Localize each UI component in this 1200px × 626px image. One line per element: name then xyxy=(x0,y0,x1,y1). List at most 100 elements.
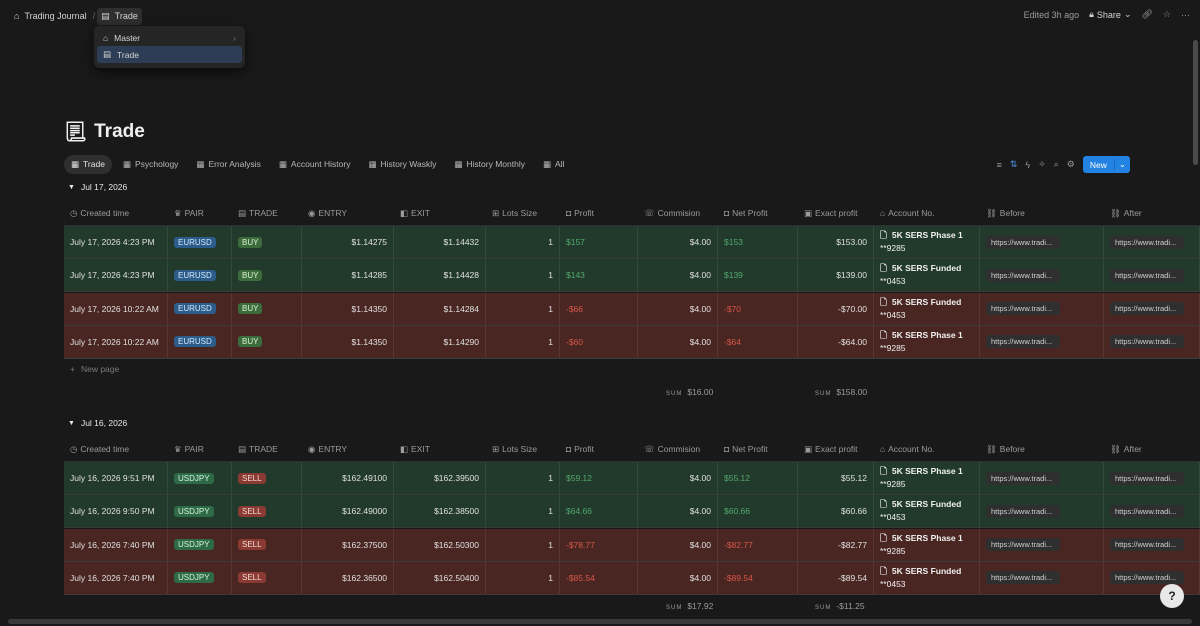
sum-exact-profit[interactable]: SUM -$11.25 xyxy=(815,601,865,611)
pair-tag[interactable]: USDJPY xyxy=(174,572,214,584)
table-cell[interactable]: -$70.00 xyxy=(798,292,874,325)
table-cell[interactable]: July 16, 2026 7:40 PM xyxy=(64,528,168,561)
table-row[interactable]: July 16, 2026 7:40 PM USDJPY SELL $162.3650… xyxy=(64,561,1200,595)
table-cell[interactable]: https://www.tradi... xyxy=(1104,292,1200,325)
column-header[interactable]: ▣ Exact profit xyxy=(798,201,874,225)
table-cell[interactable]: -$85.54 xyxy=(560,561,638,594)
account-link[interactable]: 🗋︎ 5K SERS Funded **0453 xyxy=(880,498,961,524)
table-cell[interactable]: 1 xyxy=(486,462,560,494)
after-link[interactable]: https://www.tradi... xyxy=(1110,538,1184,552)
column-header[interactable]: ◘ Net Profit xyxy=(718,437,798,461)
table-cell[interactable]: $4.00 xyxy=(638,561,718,594)
table-cell[interactable]: $139 xyxy=(718,259,798,292)
view-tab[interactable]: ▦ History Waskly xyxy=(361,155,443,174)
table-cell[interactable]: July 17, 2026 10:22 AM xyxy=(64,325,168,358)
table-cell[interactable]: -$78.77 xyxy=(560,528,638,561)
breadcrumb-current[interactable]: ▤ Trade xyxy=(97,7,142,25)
before-link[interactable]: https://www.tradi... xyxy=(986,538,1060,552)
table-cell[interactable]: -$66 xyxy=(560,292,638,325)
table-cell[interactable]: $1.14428 xyxy=(394,259,486,292)
table-cell[interactable]: https://www.tradi... xyxy=(1104,259,1200,292)
table-cell[interactable]: $162.37500 xyxy=(302,528,394,561)
table-cell[interactable]: July 17, 2026 10:22 AM xyxy=(64,292,168,325)
table-cell[interactable]: 🗋︎ 5K SERS Phase 1 **9285 xyxy=(874,528,980,561)
table-row[interactable]: July 17, 2026 4:23 PM EURUSD BUY $1.14285 $1… xyxy=(64,259,1200,293)
trade-tag[interactable]: BUY xyxy=(238,303,263,315)
table-cell[interactable]: $1.14350 xyxy=(302,325,394,358)
after-link[interactable]: https://www.tradi... xyxy=(1110,571,1184,585)
table-cell[interactable]: 🗋︎ 5K SERS Phase 1 **9285 xyxy=(874,226,980,258)
table-cell[interactable]: https://www.tradi... xyxy=(980,528,1104,561)
table-cell[interactable]: $162.50300 xyxy=(394,528,486,561)
share-button[interactable]: 🔒︎ Share ⌄ xyxy=(1089,9,1131,20)
table-cell[interactable]: 1 xyxy=(486,528,560,561)
table-cell[interactable]: https://www.tradi... xyxy=(1104,325,1200,358)
table-cell[interactable]: USDJPY xyxy=(168,462,232,494)
table-cell[interactable]: July 17, 2026 4:23 PM xyxy=(64,259,168,292)
new-button[interactable]: New ⌄ xyxy=(1082,156,1130,173)
column-header[interactable]: ⌂ Account No. xyxy=(874,437,980,461)
table-cell[interactable]: $4.00 xyxy=(638,462,718,494)
table-cell[interactable]: https://www.tradi... xyxy=(1104,495,1200,528)
table-cell[interactable]: $162.50400 xyxy=(394,561,486,594)
column-header[interactable]: ⌂ Account No. xyxy=(874,201,980,225)
before-link[interactable]: https://www.tradi... xyxy=(986,268,1060,282)
table-cell[interactable]: BUY xyxy=(232,325,302,358)
table-cell[interactable]: -$89.54 xyxy=(798,561,874,594)
table-cell[interactable]: 1 xyxy=(486,226,560,258)
column-header[interactable]: ◘ Net Profit xyxy=(718,201,798,225)
view-tab[interactable]: ▦ All xyxy=(536,155,571,174)
sum-profit[interactable]: SUM $17.92 xyxy=(666,601,713,611)
before-link[interactable]: https://www.tradi... xyxy=(986,235,1060,249)
after-link[interactable]: https://www.tradi... xyxy=(1110,504,1184,518)
table-row[interactable]: July 16, 2026 9:50 PM USDJPY SELL $162.4900… xyxy=(64,495,1200,529)
table-cell[interactable]: 🗋︎ 5K SERS Funded **0453 xyxy=(874,495,980,528)
table-cell[interactable]: -$60 xyxy=(560,325,638,358)
table-cell[interactable]: 1 xyxy=(486,325,560,358)
table-cell[interactable]: $162.39500 xyxy=(394,462,486,494)
table-cell[interactable]: $143 xyxy=(560,259,638,292)
table-cell[interactable]: -$70 xyxy=(718,292,798,325)
link-icon[interactable]: 🔗︎ xyxy=(1141,9,1153,19)
table-cell[interactable]: $60.66 xyxy=(718,495,798,528)
table-cell[interactable]: EURUSD xyxy=(168,259,232,292)
lightning-icon[interactable]: ϟ xyxy=(1025,159,1031,170)
table-cell[interactable]: $59.12 xyxy=(560,462,638,494)
pair-tag[interactable]: EURUSD xyxy=(174,336,216,348)
table-cell[interactable]: https://www.tradi... xyxy=(980,462,1104,494)
table-cell[interactable]: $4.00 xyxy=(638,292,718,325)
column-header[interactable]: ◷ Created time xyxy=(64,437,168,461)
table-cell[interactable]: $162.38500 xyxy=(394,495,486,528)
column-header[interactable]: ◧ EXIT xyxy=(394,437,486,461)
column-header[interactable]: ⛓ After xyxy=(1104,437,1200,461)
view-tab[interactable]: ▦ Psychology xyxy=(116,155,186,174)
after-link[interactable]: https://www.tradi... xyxy=(1110,268,1184,282)
table-cell[interactable]: BUY xyxy=(232,259,302,292)
table-cell[interactable]: $64.66 xyxy=(560,495,638,528)
column-header[interactable]: ◘ Profit xyxy=(560,437,638,461)
trade-tag[interactable]: BUY xyxy=(238,269,263,281)
column-header[interactable]: ⊞ Lots Size xyxy=(486,201,560,225)
table-cell[interactable]: 🗋︎ 5K SERS Phase 1 **9285 xyxy=(874,462,980,494)
pair-tag[interactable]: EURUSD xyxy=(174,236,216,248)
table-cell[interactable]: $1.14290 xyxy=(394,325,486,358)
after-link[interactable]: https://www.tradi... xyxy=(1110,335,1184,349)
after-link[interactable]: https://www.tradi... xyxy=(1110,471,1184,485)
table-row[interactable]: July 16, 2026 7:40 PM USDJPY SELL $162.3750… xyxy=(64,528,1200,562)
table-cell[interactable]: USDJPY xyxy=(168,528,232,561)
table-row[interactable]: July 16, 2026 9:51 PM USDJPY SELL $162.4910… xyxy=(64,462,1200,495)
help-button[interactable]: ? xyxy=(1160,584,1184,608)
account-link[interactable]: 🗋︎ 5K SERS Funded **0453 xyxy=(880,565,961,591)
column-header[interactable]: ◉ ENTRY xyxy=(302,437,394,461)
column-header[interactable]: ☏ Commision xyxy=(638,201,718,225)
table-cell[interactable]: $1.14432 xyxy=(394,226,486,258)
table-cell[interactable]: 1 xyxy=(486,561,560,594)
table-cell[interactable]: $162.49100 xyxy=(302,462,394,494)
table-cell[interactable]: BUY xyxy=(232,226,302,258)
account-link[interactable]: 🗋︎ 5K SERS Funded **0453 xyxy=(880,262,961,288)
column-header[interactable]: ◉ ENTRY xyxy=(302,201,394,225)
before-link[interactable]: https://www.tradi... xyxy=(986,302,1060,316)
after-link[interactable]: https://www.tradi... xyxy=(1110,302,1184,316)
sum-profit[interactable]: SUM $16.00 xyxy=(666,387,713,397)
trade-tag[interactable]: BUY xyxy=(238,336,263,348)
